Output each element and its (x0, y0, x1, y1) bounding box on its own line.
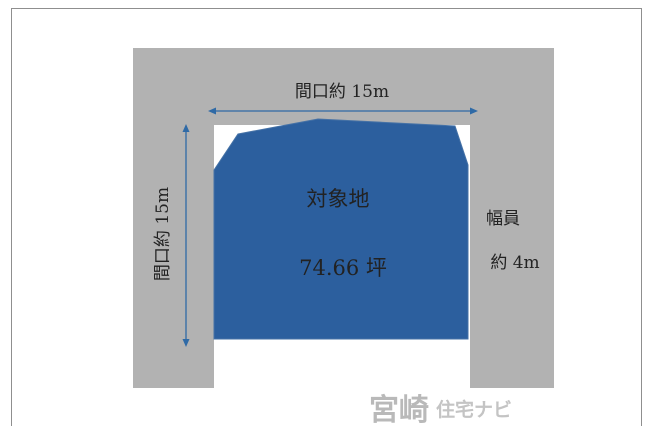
frontage-left-dimension-arrow (182, 124, 190, 347)
left-road (133, 48, 214, 388)
road-width-label: 幅員 (486, 209, 520, 229)
right-road (470, 48, 554, 388)
lot-name: 対象地 (307, 187, 370, 211)
road-width-value: 約 4m (490, 253, 539, 273)
frontage-left-label: 間口約 15m (153, 187, 173, 281)
subject-lot (213, 118, 469, 340)
frontage-top-label: 間口約 15m (295, 82, 389, 102)
watermark-logo-sub: 住宅ナビ (436, 398, 512, 421)
roads (133, 48, 554, 388)
frontage-top-dimension-arrow (208, 107, 478, 115)
lot-area: 74.66 坪 (299, 256, 387, 280)
watermark-logo-main: 宮崎 (369, 393, 429, 426)
plan-frame (11, 8, 642, 426)
